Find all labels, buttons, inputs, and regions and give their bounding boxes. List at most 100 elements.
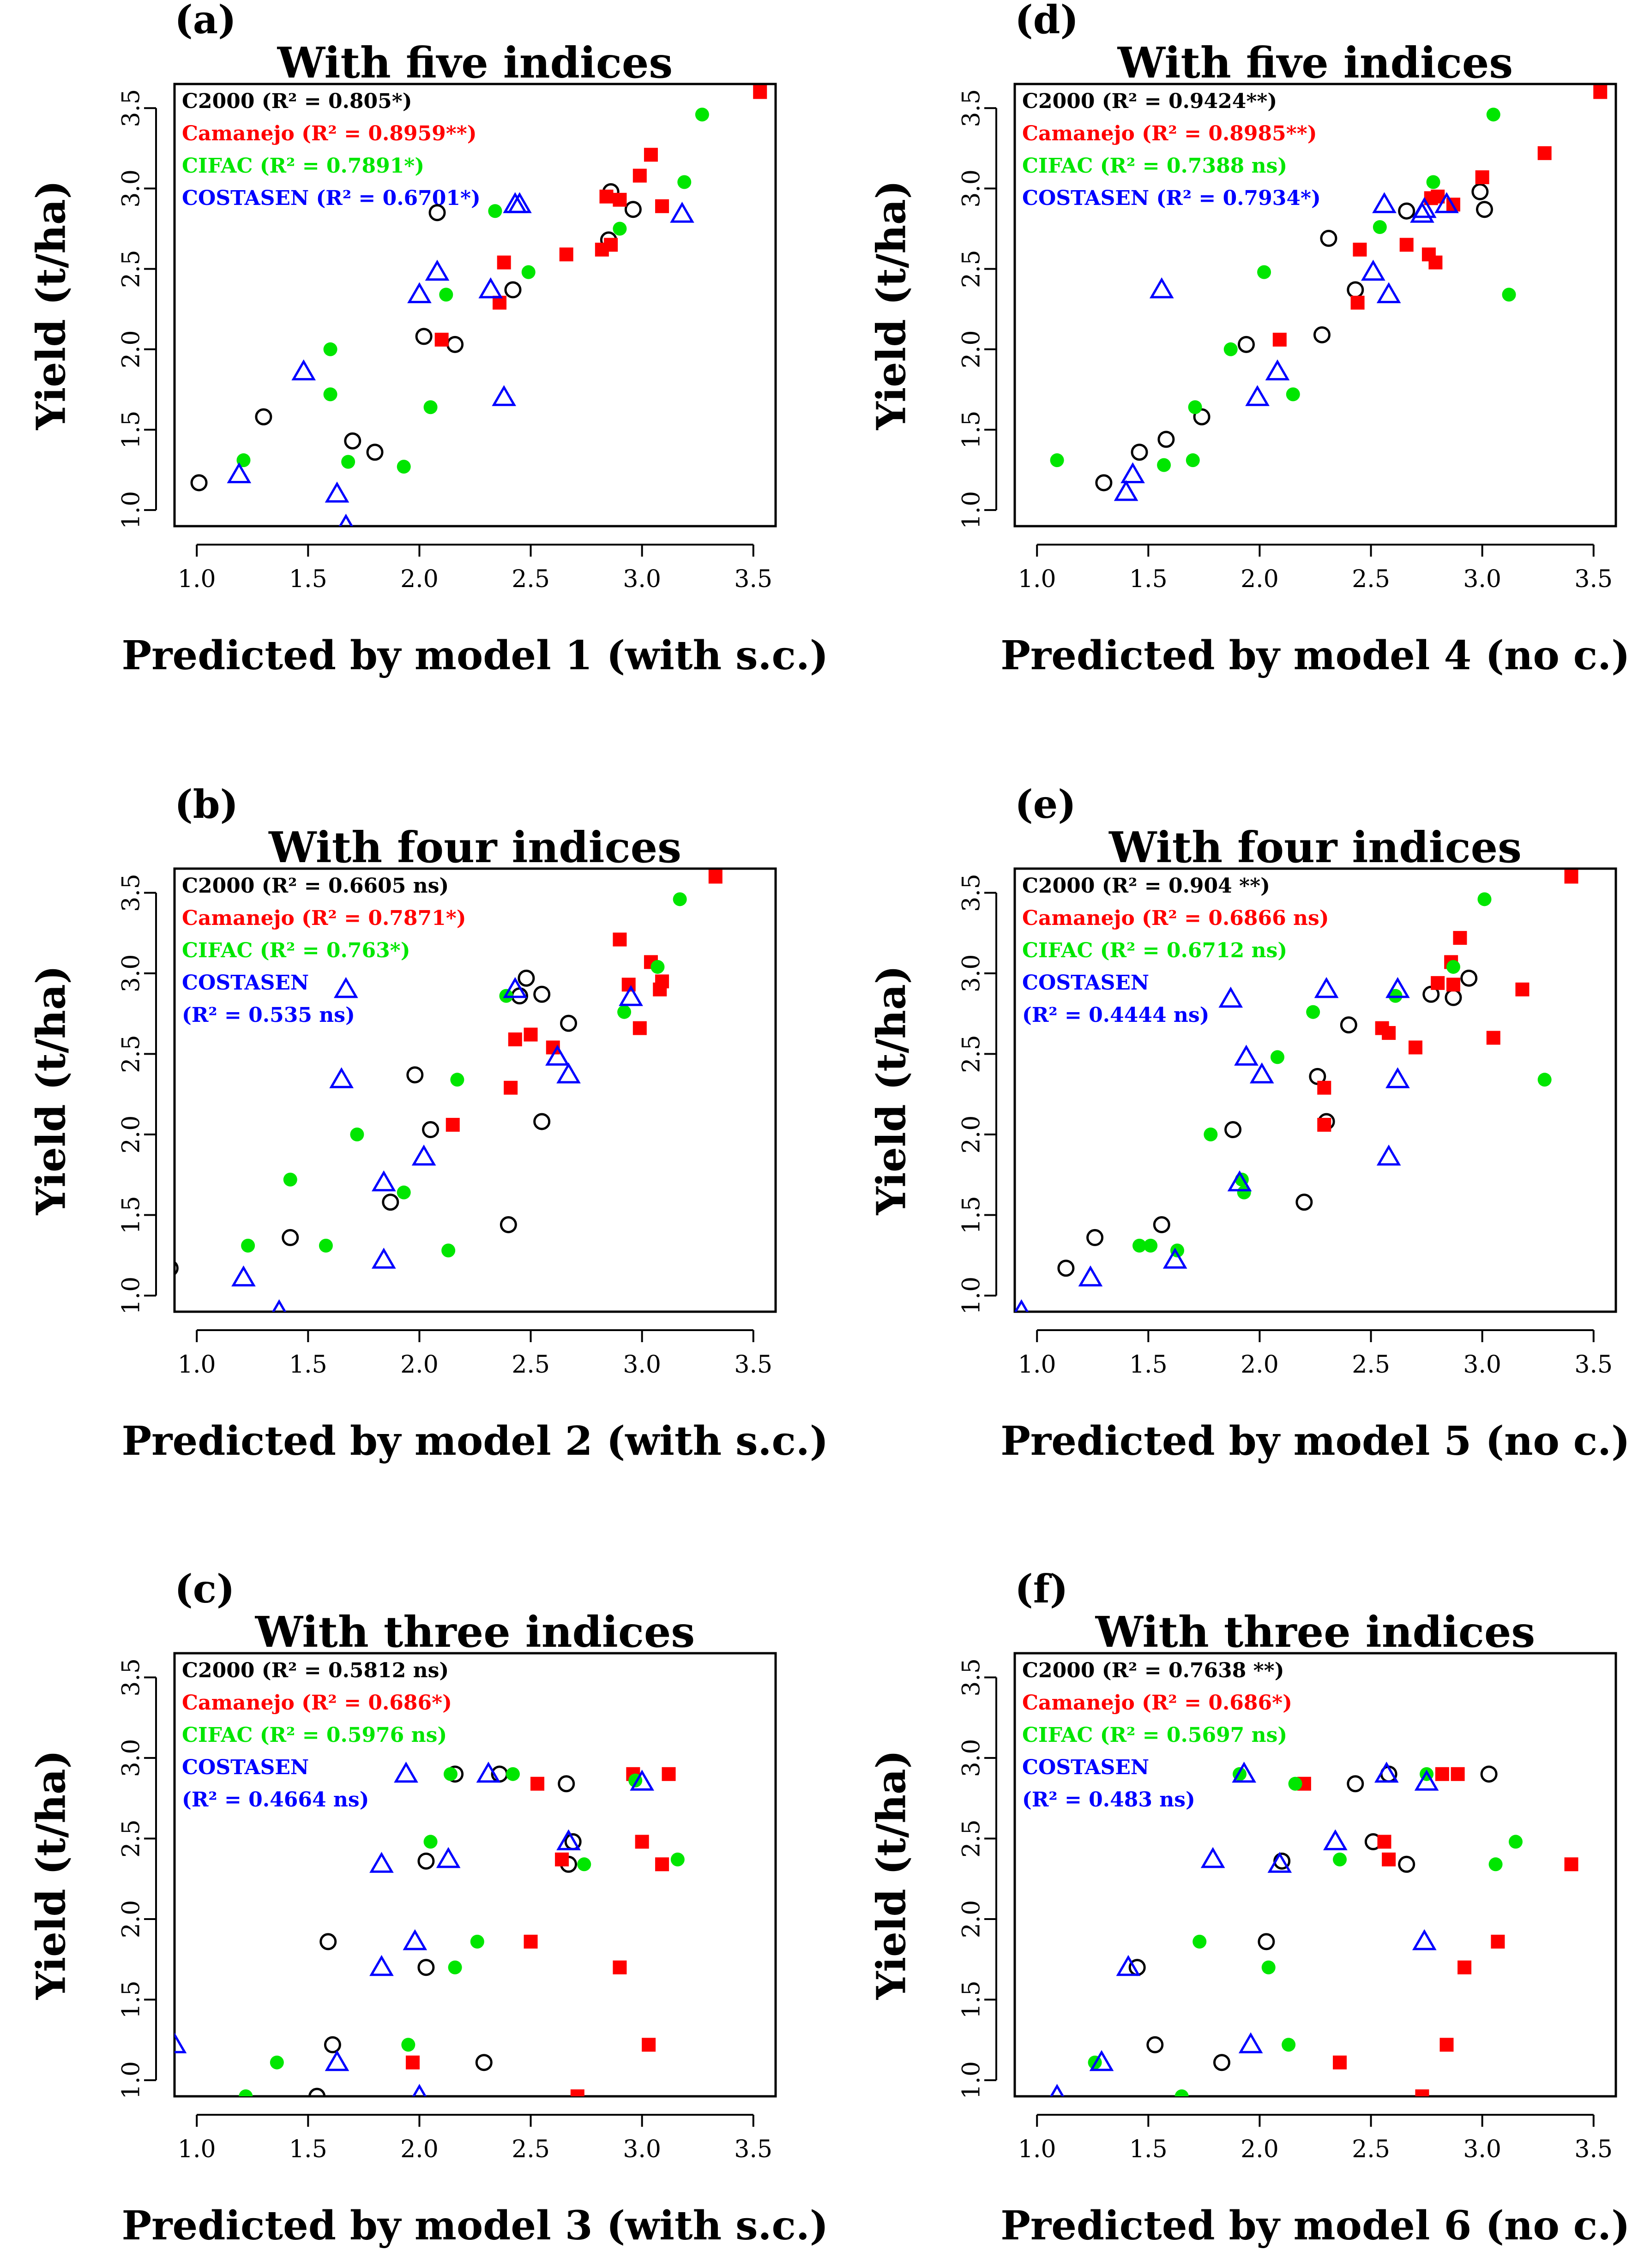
y-tick-label: 1.0 [118,2061,145,2100]
point-c2000 [308,2088,326,2096]
x-axis-label: Predicted by model 5 (no c.) [1000,1418,1630,1464]
point-camanejo [662,1767,676,1781]
legend: C2000 (R² = 0.904 **) Camanejo (R² = 0.68… [1022,874,1329,1027]
y-tick-label: 1.5 [118,1980,145,2019]
plot-frame [1013,83,1617,528]
panel-title: With five indices [277,38,673,88]
point-c2000 [1157,431,1175,448]
point-cifac [283,1172,297,1187]
x-tick-label: 2.5 [1352,2136,1390,2163]
point-costasen [1218,986,1243,1008]
point-camanejo [570,2089,584,2096]
x-tick-label: 2.0 [1241,565,1279,593]
point-camanejo [655,974,669,989]
point-cifac [397,460,411,474]
x-tick-label: 2.5 [512,1351,550,1379]
point-costasen [1200,1847,1225,1868]
point-camanejo [1451,1767,1465,1781]
point-cifac [1488,1857,1503,1872]
x-axis-label: Predicted by model 3 (with s.c.) [122,2202,829,2249]
data-layer [1050,85,1608,501]
point-c2000 [1193,408,1210,426]
point-costasen [1162,1248,1187,1269]
point-cifac [670,1852,685,1866]
point-costasen [325,481,349,503]
x-tick-label: 1.0 [1018,2136,1056,2163]
y-tick-label: 2.0 [958,1900,986,1938]
x-axis-label: Predicted by model 1 (with s.c.) [122,632,829,679]
point-camanejo [1453,931,1467,945]
x-tick-label: 1.0 [1018,565,1056,593]
x-tick-label: 3.0 [623,2136,661,2163]
series-costasen [1049,1761,1439,2096]
point-camanejo [604,238,618,252]
point-c2000 [1131,444,1148,461]
y-tick-label: 3.0 [118,954,145,993]
x-tick-label: 3.0 [1463,565,1501,593]
legend-entry-camanejo: Camanejo (R² = 0.686*) [182,1691,452,1715]
point-costasen [670,202,694,223]
panel-b: (b) With four indices 1.0 1.5 2.0 2.5 3.0 3.5 1.… [28,781,829,1464]
point-camanejo [524,1934,538,1949]
point-cifac [443,1767,458,1781]
point-cifac [1192,1934,1207,1949]
point-costasen [1374,1761,1399,1783]
legend-entry-camanejo: Camanejo (R² = 0.8985**) [1022,122,1317,145]
point-c2000 [415,328,433,345]
point-cifac [1509,1835,1523,1849]
x-tick-label: 1.0 [178,2136,216,2163]
plot-frame [173,83,777,528]
point-cifac [423,400,438,414]
point-cifac [1237,1185,1251,1200]
point-cifac [239,2089,253,2096]
series-cifac [1088,1767,1523,2096]
point-cifac [441,1243,456,1258]
point-cifac [1144,1238,1158,1253]
x-tick-label: 2.5 [1352,1351,1390,1379]
point-c2000 [175,1260,179,1276]
point-costasen [545,1044,570,1066]
point-camanejo [655,199,669,213]
panel-d: (d) With five indices 1.0 1.5 2.0 2.5 3.0 3.5 1.… [868,0,1630,679]
point-costasen [1245,385,1270,406]
point-costasen [1412,1929,1437,1950]
point-costasen [338,514,353,526]
point-camanejo [635,1835,649,1849]
point-camanejo [1409,1040,1422,1055]
series-costasen [1015,977,1410,1312]
point-cifac [488,204,502,218]
legend-entry-costasen: COSTASEN [182,971,309,995]
point-cifac [323,387,337,402]
data-layer [190,85,767,526]
point-c2000 [624,201,642,218]
point-costasen [175,2032,187,2053]
x-axis-label: Predicted by model 2 (with s.c.) [122,1418,829,1464]
point-c2000 [504,281,522,299]
series-camanejo [434,85,767,347]
plot-frame [173,1652,777,2098]
point-camanejo [599,189,614,204]
point-c2000 [475,2054,493,2071]
point-camanejo [1317,1118,1331,1132]
legend-entry-camanejo: Camanejo (R² = 0.686*) [1022,1691,1292,1715]
panel-a: (a) With five indices 1.0 1.5 2.0 2.5 3.0 3.5 1.… [28,0,829,679]
point-cifac [319,1238,333,1253]
legend-entry-cifac: CIFAC (R² = 0.5697 ns) [1022,1723,1287,1747]
point-costasen [1376,282,1401,303]
y-axis-label: Yield (t/ha) [868,1750,915,2000]
point-camanejo [530,1776,545,1791]
point-c2000 [1224,1121,1242,1139]
point-cifac [1188,400,1202,414]
legend: C2000 (R² = 0.9424**) Camanejo (R² = 0.89… [1022,90,1321,210]
point-cifac [1426,175,1440,189]
point-costasen [1089,2050,1114,2071]
series-costasen [231,977,643,1312]
panel-title: With four indices [1108,822,1522,872]
point-costasen [1434,192,1459,213]
point-costasen [1149,277,1174,299]
y-tick-label: 2.5 [958,250,986,288]
point-cifac [1157,458,1171,472]
point-camanejo [1350,295,1365,310]
point-c2000 [1460,969,1478,987]
point-c2000 [558,1775,575,1793]
